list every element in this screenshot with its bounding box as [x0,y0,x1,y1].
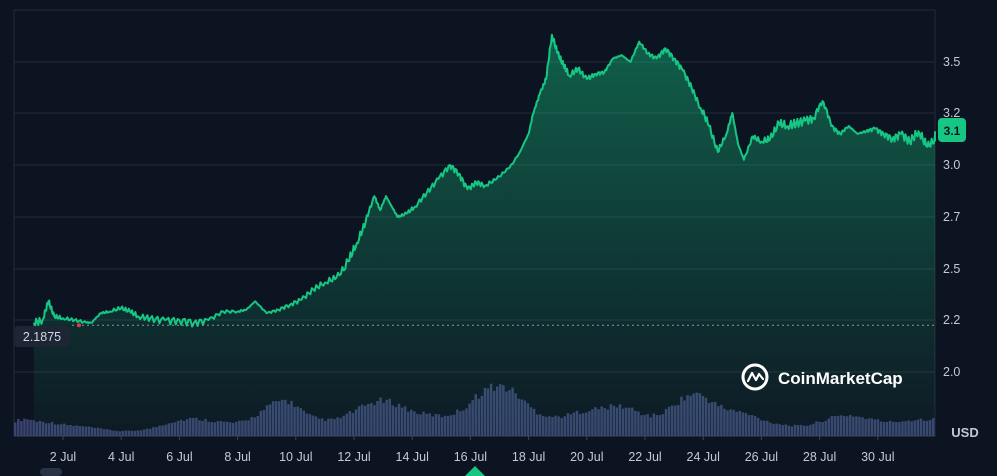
currency-label: USD [951,425,978,440]
x-tick-label: 4 Jul [108,450,134,464]
price-area-fill [33,34,935,437]
volume-bar [26,419,29,436]
start-price-badge: 2.1875 [14,326,70,347]
x-tick-label: 12 Jul [337,450,370,464]
coinmarketcap-logo: CoinMarketCap [741,363,903,391]
coinmarketcap-icon [741,363,769,391]
volume-bar [29,419,32,436]
volume-bar [17,418,20,436]
x-tick-label: 22 Jul [628,450,661,464]
y-tick-label: 2.5 [943,262,960,276]
y-tick-label: 3.0 [943,158,960,172]
y-tick-label: 3.5 [943,55,960,69]
volume-bar [32,420,35,436]
range-handle[interactable] [40,468,62,476]
x-tick-label: 6 Jul [166,450,192,464]
x-tick-label: 26 Jul [745,450,778,464]
x-tick-label: 14 Jul [396,450,429,464]
x-tick-label: 28 Jul [803,450,836,464]
x-tick-label: 8 Jul [224,450,250,464]
x-tick-label: 30 Jul [861,450,894,464]
y-tick-label: 3.2 [943,106,960,120]
scroll-marker-icon[interactable] [465,466,485,476]
x-tick-label: 16 Jul [454,450,487,464]
start-price-label: 2.1875 [23,330,61,344]
volume-bar [23,418,26,436]
current-price-badge: 3.1 [938,118,966,142]
x-tick-label: 18 Jul [512,450,545,464]
volume-bar [14,422,17,436]
y-axis: 3.5 3.2 3.0 2.7 2.5 2.2 2.0 [943,55,960,379]
y-tick-label: 2.0 [943,365,960,379]
price-line [32,33,936,328]
y-tick-label: 2.2 [943,313,960,327]
brand-name: CoinMarketCap [778,369,903,388]
volume-bar [20,420,23,436]
start-price-dot [77,323,81,328]
y-tick-label: 2.7 [943,210,960,224]
current-price-label: 3.1 [944,124,961,138]
x-tick-label: 10 Jul [279,450,312,464]
x-tick-label: 24 Jul [687,450,720,464]
x-axis: 2 Jul 4 Jul 6 Jul 8 Jul 10 Jul 12 Jul 14 Jul 16… [50,436,894,464]
x-tick-label: 20 Jul [570,450,603,464]
x-tick-label: 2 Jul [50,450,76,464]
